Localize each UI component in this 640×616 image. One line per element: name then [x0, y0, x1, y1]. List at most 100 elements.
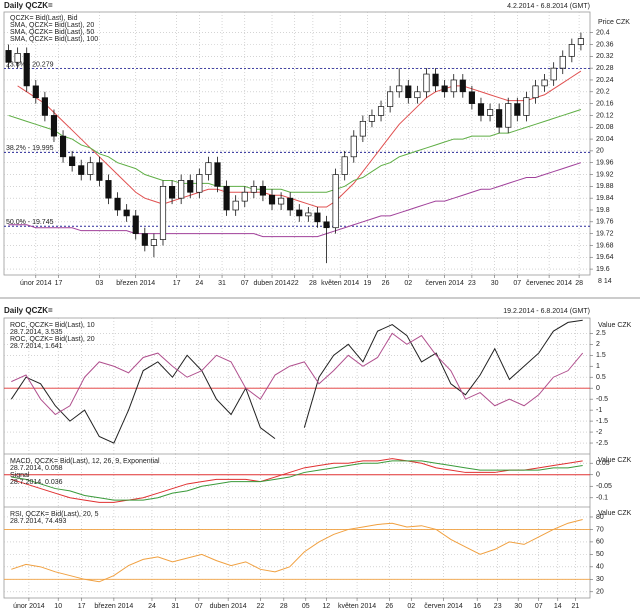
- candle-body: [550, 67, 557, 81]
- x-tick-label: únor 2014: [20, 280, 52, 287]
- y-tick-label: 19.84: [596, 195, 614, 202]
- series-line: [11, 460, 583, 501]
- candle-body: [96, 162, 103, 181]
- y-tick-label: 40: [596, 564, 604, 571]
- series-line: [303, 319, 583, 428]
- x-tick-label: 12: [322, 603, 330, 610]
- candle-body: [205, 162, 212, 175]
- y-tick-label: 50: [596, 551, 604, 558]
- y-tick-label: 19.64: [596, 254, 614, 261]
- series-line: [10, 354, 276, 444]
- y-tick-label: 20.36: [596, 41, 614, 48]
- y-tick-label: 20.28: [596, 65, 614, 72]
- candle-body: [441, 85, 448, 93]
- candle-body: [341, 156, 348, 175]
- candle-body: [296, 209, 303, 217]
- series-line: [17, 70, 582, 208]
- candle-body: [78, 165, 85, 175]
- candle-body: [305, 212, 312, 217]
- y-tick-label: 2.5: [596, 330, 606, 337]
- candle-body: [477, 103, 485, 116]
- candle-body: [459, 79, 466, 93]
- x-tick-label: 24: [195, 280, 203, 287]
- candle-body: [223, 185, 230, 211]
- y-axis-label: Value CZK: [598, 510, 632, 517]
- x-tick-label: 14: [554, 603, 562, 610]
- candle-body: [14, 53, 21, 63]
- series-line: [8, 109, 582, 193]
- candle-body: [5, 50, 12, 63]
- legend-entry: Signal: [10, 472, 30, 479]
- candle-body: [559, 55, 566, 69]
- candle-body: [387, 91, 394, 107]
- x-tick-label: 17: [55, 280, 63, 287]
- y-tick-label: 0: [596, 472, 600, 479]
- candle-body: [59, 135, 67, 158]
- y-tick-label: 19.76: [596, 219, 614, 226]
- x-tick-label: 19: [364, 280, 372, 287]
- candle-body: [577, 38, 584, 45]
- candle-body: [132, 215, 139, 234]
- candle-body: [259, 185, 267, 196]
- candle-body: [486, 109, 494, 116]
- candle-body: [414, 91, 421, 99]
- x-tick-label: červen 2014: [424, 603, 463, 610]
- candle-body: [41, 97, 48, 116]
- x-tick-label: 17: [78, 603, 86, 610]
- panel-title: Daily QCZK=: [4, 306, 53, 315]
- y-tick-label: 19.72: [596, 230, 614, 237]
- candle-body: [287, 197, 294, 211]
- y-tick-label: 60: [596, 539, 604, 546]
- y-tick-label: 20.32: [596, 53, 614, 60]
- x-tick-label: 30: [514, 603, 522, 610]
- y-axis-label: Value CZK: [598, 322, 632, 329]
- date-range: 19.2.2014 - 6.8.2014 (GMT): [503, 308, 590, 315]
- legend-entry: SMA, QCZK= Bid(Last), 20: [10, 22, 94, 29]
- series-line: [11, 458, 583, 503]
- x-tick-label: 07: [535, 603, 543, 610]
- candle-body: [423, 73, 430, 93]
- y-tick-label: 20.08: [596, 124, 614, 131]
- x-tick-label: březen 2014: [116, 280, 155, 287]
- x-tick-label: 21: [571, 603, 579, 610]
- y-axis-label: Price CZK: [598, 19, 630, 26]
- x-tick-label: 28: [309, 280, 317, 287]
- candle-body: [278, 197, 285, 205]
- x-tick-label: 26: [385, 603, 393, 610]
- fib-label: 38.2% - 19.995: [6, 145, 54, 152]
- candle-body: [368, 115, 376, 122]
- candle-body: [32, 85, 39, 99]
- y-tick-label: 70: [596, 526, 604, 533]
- candle-body: [141, 233, 148, 246]
- y-tick-label: 20: [596, 148, 604, 155]
- x-tick-label: 28: [280, 603, 288, 610]
- candle-body: [568, 44, 575, 57]
- y-tick-label: 19.8: [596, 207, 610, 214]
- x-tick-label: duben 2014: [210, 603, 247, 610]
- candle-body: [359, 120, 366, 137]
- x-tick-label: 28: [575, 280, 583, 287]
- y-tick-label: 19.6: [596, 266, 610, 273]
- candle-body: [123, 209, 130, 217]
- y-tick-label: 0.5: [596, 374, 606, 381]
- candle-body: [268, 194, 276, 205]
- legend-entry: RSI, QCZK= Bid(Last), 20, 5: [10, 511, 99, 518]
- candle-body: [450, 79, 457, 93]
- y-tick-label: 2: [596, 341, 600, 348]
- y-tick-label: 1: [596, 363, 600, 370]
- x-tick-label: březen 2014: [94, 603, 133, 610]
- price-frame: [3, 11, 591, 276]
- candle-body: [241, 191, 248, 202]
- x-tick-label: 24: [148, 603, 156, 610]
- series-line: [11, 518, 583, 583]
- x-tick-label: 30: [491, 280, 499, 287]
- candle-body: [396, 85, 403, 93]
- y-tick-label: 20: [596, 589, 604, 596]
- candle-body: [332, 174, 339, 229]
- y-tick-label: 19.96: [596, 160, 614, 167]
- y-tick-label: -2: [596, 429, 602, 436]
- legend-entry: SMA, QCZK= Bid(Last), 100: [10, 36, 98, 43]
- panel-title: Daily QCZK=: [4, 1, 53, 10]
- x-tick-label: 10: [54, 603, 62, 610]
